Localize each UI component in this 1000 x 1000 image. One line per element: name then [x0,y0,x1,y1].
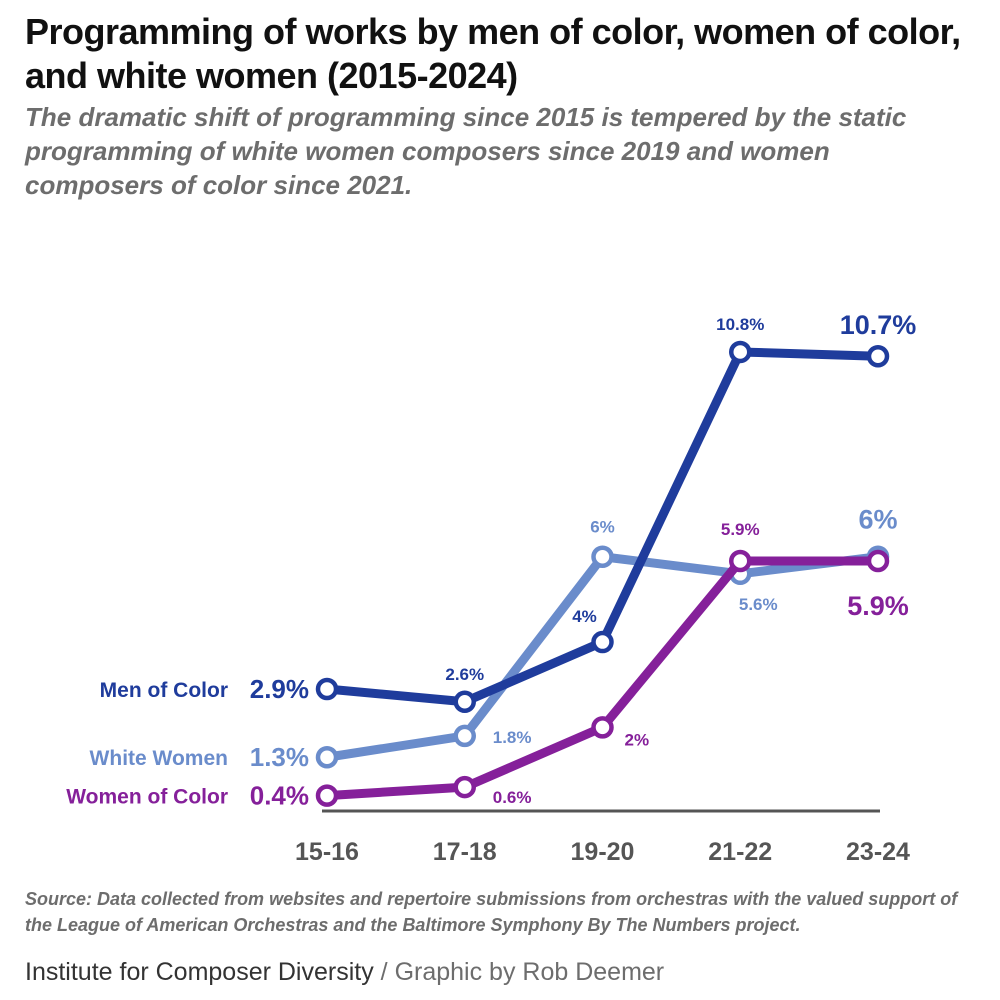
credit-line: Institute for Composer Diversity / Graph… [25,956,664,988]
x-tick-label: 21-22 [708,838,772,866]
data-point [453,724,476,748]
data-point [315,784,339,807]
data-point [591,630,614,654]
data-label: 5.9% [721,520,760,539]
series-name-label: White Women [90,747,228,770]
data-point [453,775,476,799]
data-label: 5.6% [739,595,778,614]
data-label: 6% [858,505,897,535]
data-label: 10.8% [716,315,764,334]
x-tick-label: 19-20 [571,838,635,866]
series-line-women-of-color [322,556,883,801]
data-label: 0.6% [493,788,532,807]
data-label: 0.4% [250,781,309,811]
source-note: Source: Data collected from websites and… [25,889,958,935]
data-label: 2% [625,730,650,749]
data-point [866,549,890,573]
org-name: Institute for Composer Diversity [25,958,374,986]
data-point [591,716,614,739]
x-tick-label: 15-16 [295,838,359,866]
series-name-label: Men of Color [100,679,228,702]
data-label: 1.8% [493,728,532,747]
x-tick-label: 23-24 [846,838,910,866]
chart-title: Programming of works by men of color, wo… [25,11,961,96]
data-point [315,745,339,769]
data-label: 4% [572,607,597,626]
data-point [729,340,752,364]
data-label: 5.9% [847,591,909,621]
data-label: 10.7% [840,310,917,340]
data-label: 1.3% [250,742,309,772]
data-label: 2.9% [250,674,309,704]
data-point [315,677,339,701]
data-point [453,690,476,714]
credit-separator: / [373,958,395,986]
data-point [591,545,614,568]
chart-subtitle: The dramatic shift of programming since … [25,102,907,200]
data-label: 2.6% [445,665,484,684]
series-name-label: Women of Color [66,786,228,809]
x-tick-label: 17-18 [433,838,497,866]
graphic-byline: Graphic by Rob Deemer [394,958,665,986]
data-point [866,344,890,368]
data-label: 6% [590,518,615,537]
data-point [729,549,752,573]
